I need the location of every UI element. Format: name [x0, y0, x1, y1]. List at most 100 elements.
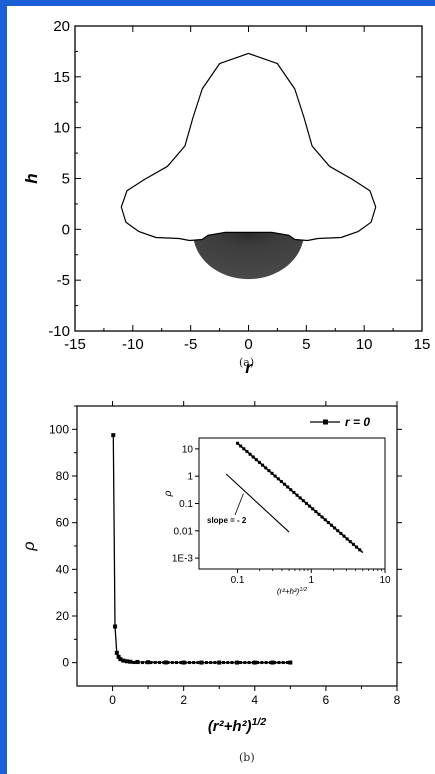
- inset-data-point: [236, 441, 240, 445]
- data-point-tail: [217, 661, 221, 665]
- inset-data-point: [283, 482, 287, 486]
- inset-y-tick-label: 0.01: [174, 526, 194, 537]
- inset-annotation: slope = - 2: [207, 516, 247, 525]
- inset-data-point: [239, 444, 243, 448]
- inset-data-point: [248, 452, 252, 456]
- inset-x-tick-label: 1: [308, 575, 314, 586]
- data-point-tail: [213, 661, 217, 665]
- inset-data-point: [289, 488, 293, 492]
- inset-data-point: [273, 474, 277, 478]
- data-point-tail: [230, 661, 234, 665]
- data-point-tail: [247, 661, 251, 665]
- data-point-tail: [209, 661, 213, 665]
- y-tick-label-b: 20: [56, 609, 70, 623]
- inset-data-point: [261, 463, 265, 467]
- x-tick-label-a: 0: [244, 336, 252, 353]
- data-point-tail: [157, 661, 161, 665]
- y-tick-label-b: 80: [56, 469, 70, 483]
- x-tick-label-a: -5: [184, 336, 197, 353]
- inset-data-point: [333, 526, 337, 530]
- x-tick-label-a: -10: [122, 336, 144, 353]
- x-tick-label-b: 8: [394, 693, 401, 707]
- y-tick-label-b: 0: [62, 656, 69, 670]
- inset-data-point: [358, 548, 362, 552]
- data-point-tail: [175, 661, 179, 665]
- legend-marker: [323, 419, 328, 425]
- inset-data-point: [292, 490, 296, 494]
- x-axis-label-b: (r²+h²)1/2: [208, 716, 267, 735]
- inset-y-tick-label: 1E-3: [172, 554, 194, 565]
- inset-data-point: [326, 521, 330, 525]
- inset-data-point: [345, 537, 349, 541]
- y-tick-label-a: 0: [62, 221, 70, 238]
- data-point-tail: [256, 661, 260, 665]
- data-point-tail: [132, 661, 136, 665]
- data-point-tail: [268, 661, 272, 665]
- data-point-tail: [221, 661, 225, 665]
- inset-y-tick-label: 0.1: [179, 499, 193, 510]
- data-point-tail: [239, 661, 243, 665]
- caption-b: (b): [239, 751, 255, 764]
- data-point: [124, 659, 129, 664]
- inset-data-point: [301, 499, 305, 503]
- data-point-tail: [149, 661, 153, 665]
- data-point: [128, 659, 133, 664]
- data-point: [163, 660, 168, 665]
- caption-a: (a): [239, 356, 255, 369]
- y-axis-label-b: ρ: [21, 541, 38, 551]
- data-point: [121, 658, 126, 663]
- data-point: [116, 654, 121, 659]
- data-point-tail: [273, 661, 277, 665]
- inset-data-point: [264, 466, 268, 470]
- data-point-tail: [285, 661, 289, 665]
- y-tick-label-a: 5: [62, 171, 70, 188]
- data-point-tail: [277, 661, 281, 665]
- inset-data-point: [317, 512, 321, 516]
- data-point: [111, 433, 116, 438]
- data-point: [118, 657, 123, 662]
- inset-data-point: [267, 469, 271, 473]
- inset-data-point: [279, 480, 283, 484]
- x-axis-label-a: r: [245, 358, 253, 376]
- x-tick-label-b: 0: [109, 693, 116, 707]
- data-point: [270, 660, 275, 665]
- inset-y-tick-label: 10: [182, 444, 194, 455]
- inset-frame: [198, 437, 386, 570]
- data-point-tail: [204, 661, 208, 665]
- inset-y-tick-label: 1: [187, 472, 193, 483]
- legend-label: r = 0: [345, 415, 370, 429]
- x-tick-label-a: 10: [356, 336, 373, 353]
- x-tick-label-b: 4: [251, 693, 258, 707]
- data-point-tail: [136, 661, 140, 665]
- data-point-tail: [153, 661, 157, 665]
- data-point-tail: [226, 661, 230, 665]
- y-tick-label-a: 10: [53, 120, 70, 137]
- data-point: [288, 660, 293, 665]
- data-point-tail: [166, 661, 170, 665]
- inset-data-point: [355, 545, 359, 549]
- x-tick-label-b: 6: [323, 693, 330, 707]
- data-point-tail: [243, 661, 247, 665]
- inset-data-point: [245, 449, 249, 453]
- data-point-tail: [179, 661, 183, 665]
- x-tick-label-b: 2: [180, 693, 187, 707]
- y-tick-label-a: 20: [53, 18, 70, 35]
- inset-data-point: [308, 504, 312, 508]
- data-point-tail: [170, 661, 174, 665]
- outline-curve: [120, 52, 377, 242]
- x-tick-label-a: -15: [64, 336, 86, 353]
- inset-data-point: [242, 447, 246, 451]
- shaded-region: [192, 232, 305, 280]
- data-point-tail: [162, 661, 166, 665]
- data-point-tail: [281, 661, 285, 665]
- data-point-tail: [183, 661, 187, 665]
- inset-data-point: [342, 534, 346, 538]
- y-tick-label-b: 60: [56, 516, 70, 530]
- y-tick-label-a: 15: [53, 69, 70, 86]
- inset-data-point: [323, 518, 327, 522]
- data-point-tail: [264, 661, 268, 665]
- inset-data-point: [320, 515, 324, 519]
- inset-data-point: [276, 477, 280, 481]
